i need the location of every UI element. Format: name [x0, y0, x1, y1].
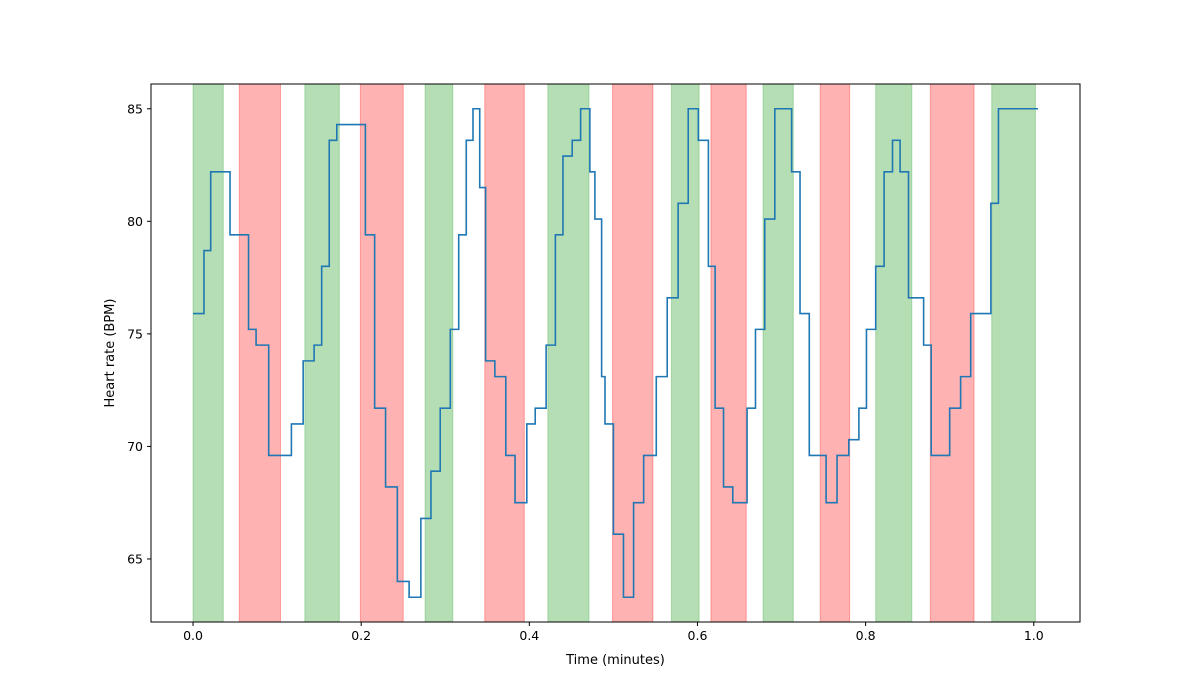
heart-rate-line-0 [193, 107, 1038, 599]
x-tick-label: 1.0 [1024, 628, 1044, 643]
red-band-3 [359, 83, 404, 623]
plot-frame [150, 83, 1081, 623]
x-axis-ticks: 0.0 0.2 0.4 0.6 0.8 1.0 [183, 622, 1044, 643]
x-axis-label: Time (minutes) [565, 653, 665, 668]
y-tick-label: 65 [127, 551, 143, 566]
x-tick-label: 0.2 [351, 628, 371, 643]
x-tick-label: 0.8 [856, 628, 876, 643]
red-band-1 [238, 83, 281, 623]
x-tick-label: 0.4 [519, 628, 539, 643]
green-band-6 [547, 83, 590, 623]
red-band-9 [710, 83, 747, 623]
y-tick-label: 70 [127, 439, 143, 454]
y-tick-label: 80 [127, 214, 143, 229]
x-tick-label: 0.6 [688, 628, 708, 643]
y-tick-label: 85 [127, 101, 143, 116]
red-band-11 [819, 83, 851, 623]
series-lines [193, 107, 1038, 599]
red-band-7 [612, 83, 654, 623]
x-tick-label: 0.0 [183, 628, 203, 643]
green-band-12 [875, 83, 913, 623]
red-band-13 [929, 83, 975, 623]
y-axis-ticks: 65 70 75 80 85 [127, 101, 151, 566]
green-band-2 [304, 83, 340, 623]
y-axis-label: Heart rate (BPM) [103, 299, 118, 408]
y-tick-label: 75 [127, 326, 143, 341]
green-band-8 [670, 83, 700, 623]
green-band-10 [762, 83, 794, 623]
shaded-bands [192, 83, 1036, 623]
green-band-4 [424, 83, 454, 623]
red-band-5 [484, 83, 525, 623]
green-band-0 [192, 83, 224, 623]
